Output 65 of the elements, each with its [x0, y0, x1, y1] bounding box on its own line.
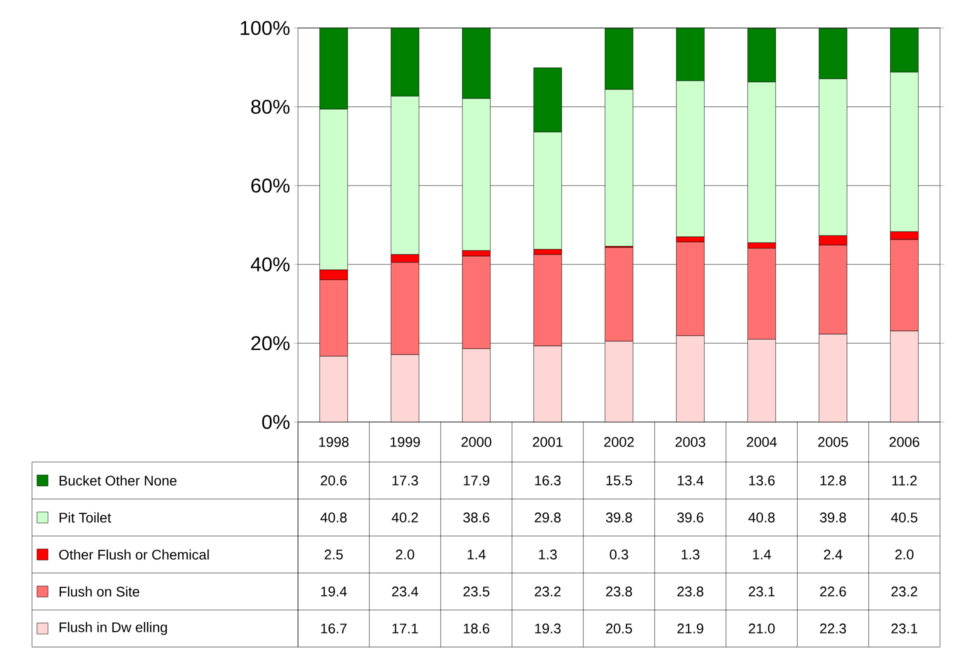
data-label: 17.1 [392, 624, 418, 634]
x-tick-label: 2003 [676, 437, 706, 447]
data-label: 29.8 [534, 512, 561, 522]
data-label: 23.8 [606, 586, 632, 596]
data-label: 19.4 [321, 586, 347, 596]
data-label: 39.6 [677, 512, 704, 522]
y-tick-label: 80% [251, 100, 290, 114]
y-tick-label: 40% [250, 257, 290, 272]
data-label: 2.0 [396, 550, 414, 560]
data-label: 11.2 [892, 476, 917, 486]
data-label: 17.9 [464, 476, 490, 486]
data-label: 19.3 [535, 624, 561, 634]
data-label: 20.5 [606, 624, 632, 634]
data-label: 22.6 [820, 586, 846, 596]
data-label: 40.8 [748, 512, 775, 522]
data-label: 1.4 [468, 550, 486, 560]
data-label: 23.2 [534, 586, 561, 596]
data-label: 40.5 [891, 512, 918, 522]
data-label: 21.0 [748, 624, 775, 634]
data-label: 16.3 [535, 476, 561, 486]
x-tick-label: 1999 [390, 437, 420, 447]
data-label: 39.8 [820, 512, 846, 522]
data-label: 2.0 [895, 550, 914, 560]
data-label: 40.8 [320, 512, 347, 522]
x-tick-label: 2000 [462, 437, 492, 447]
x-tick-label: 2005 [818, 437, 848, 447]
y-tick-label: 0% [262, 414, 290, 430]
data-label: 23.4 [392, 586, 418, 596]
legend-label: Flush on Site [60, 586, 140, 597]
data-label: 13.6 [749, 476, 775, 486]
data-label: 23.5 [463, 586, 490, 596]
data-label: 39.8 [606, 512, 632, 522]
legend-label: Pit Toilet [60, 512, 112, 523]
data-label: 18.6 [464, 624, 490, 634]
data-label: 23.1 [748, 586, 775, 596]
data-label: 2.4 [824, 550, 842, 560]
data-label: 17.3 [392, 476, 418, 486]
data-label: 2.5 [324, 550, 343, 560]
data-label: 22.3 [820, 624, 846, 634]
data-label: 1.4 [753, 550, 771, 560]
data-label: 23.1 [891, 624, 918, 634]
y-tick-label: 100% [240, 20, 290, 36]
x-tick-label: 2001 [532, 437, 562, 447]
legend-label: Bucket Other None [60, 475, 177, 486]
data-label: 38.6 [463, 512, 490, 522]
x-tick-label: 2004 [746, 437, 777, 447]
data-label: 21.9 [677, 624, 704, 634]
data-label: 16.7 [321, 624, 347, 634]
data-label: 23.2 [891, 586, 918, 596]
x-tick-label: 2006 [890, 437, 920, 447]
y-tick-label: 60% [251, 178, 290, 193]
data-label: 15.5 [606, 476, 632, 486]
data-label: 20.6 [320, 476, 347, 486]
y-tick-label: 20% [251, 336, 290, 350]
x-tick-label: 1998 [319, 437, 349, 447]
legend-label: Flush in Dw elling [60, 622, 167, 635]
data-label: 23.8 [677, 586, 704, 596]
x-tick-label: 2002 [604, 437, 634, 447]
data-label: 13.4 [678, 476, 704, 486]
data-label: 1.3 [539, 550, 557, 560]
data-label: 0.3 [610, 550, 628, 560]
data-label: 12.8 [820, 476, 846, 486]
data-label: 1.3 [682, 550, 700, 560]
legend-label: Other Flush or Chemical [59, 549, 209, 560]
data-label: 40.2 [392, 512, 418, 522]
